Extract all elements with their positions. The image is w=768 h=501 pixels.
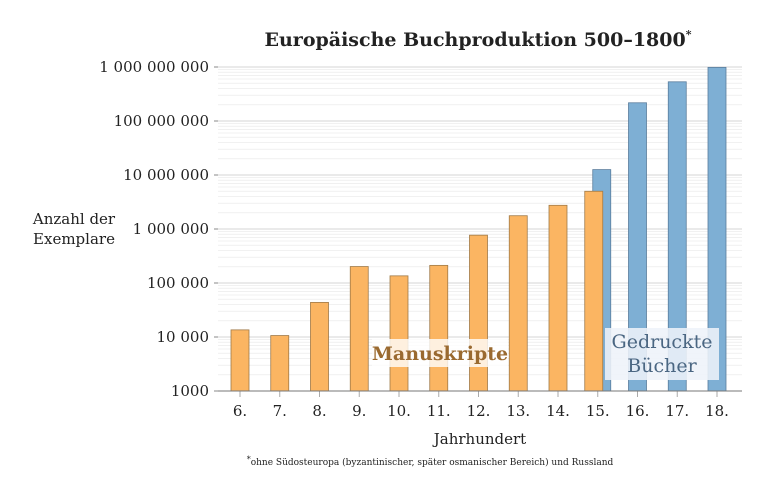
chart-title: Europäische Buchproduktion 500–1800* [265,28,692,51]
bar-manuskripte-7 [270,335,290,392]
x-tick-label: 10. [387,402,411,420]
bar-manuskripte-12 [469,234,488,392]
label-gedruckte-line1: Gedruckte [612,331,713,353]
x-tick-label: 13. [506,402,530,420]
x-tick-label: 18. [705,402,729,420]
y-tick-label: 1 000 000 [133,220,209,238]
x-tick-label: 6. [233,402,247,420]
x-tick-label: 7. [273,402,287,420]
x-tick-label: 17. [665,402,689,420]
label-gedruckte-line2: Bücher [627,355,697,377]
x-axis-label: Jahrhundert [432,430,526,448]
bar-manuskripte-15 [584,190,604,392]
bar-manuskripte-6 [230,329,250,392]
y-tick-label: 10 000 000 [123,166,209,184]
label-manuskripte: Manuskripte [372,343,508,365]
series-labels: Manuskripte Gedruckte Bücher [372,328,719,380]
bar-manuskripte-11 [429,264,449,392]
bar-manuskripte-13 [508,215,528,392]
bar-manuskripte-8 [310,302,329,392]
x-tick-label: 15. [586,402,610,420]
x-tick-label: 8. [312,402,326,420]
axes: 1000 10 000 100 000 1 000 000 10 000 000 100 … [99,58,742,420]
x-tick-label: 12. [467,402,491,420]
footnote: *ohne Südosteuropa (byzantinischer, spät… [247,455,614,468]
y-axis-label-line1: Anzahl der [32,210,116,228]
bar-manuskripte-9 [349,266,369,392]
y-tick-label: 1000 [171,382,209,400]
x-tick-label: 9. [352,402,366,420]
bar-manuskripte-14 [548,204,568,392]
y-tick-label: 1 000 000 000 [99,58,209,76]
y-axis-label-line2: Exemplare [33,230,115,248]
x-tick-label: 14. [546,402,570,420]
x-tick-label: 16. [626,402,650,420]
y-tick-label: 10 000 [157,328,210,346]
y-tick-label: 100 000 [147,274,209,292]
y-tick-label: 100 000 000 [114,112,209,130]
bar-manuskripte-10 [389,275,409,392]
x-tick-label: 11. [427,402,451,420]
